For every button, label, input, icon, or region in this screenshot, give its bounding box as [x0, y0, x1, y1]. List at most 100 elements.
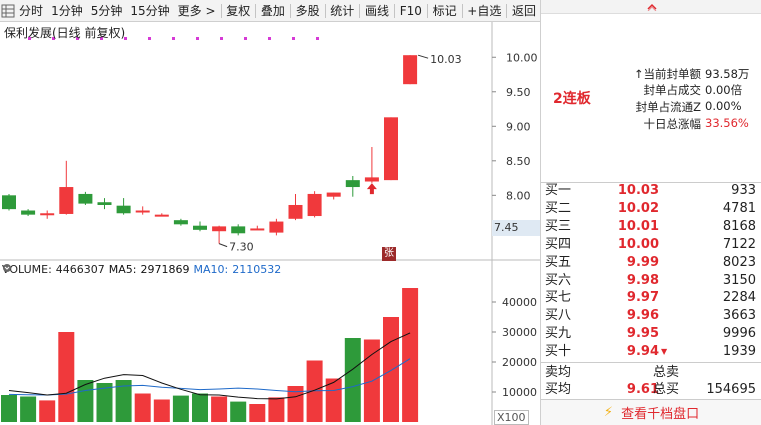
stats-button[interactable]: 统计: [330, 3, 355, 18]
bid-label: 买九: [545, 326, 572, 342]
toolbar-divider: [289, 3, 291, 18]
volume-bar: [20, 396, 37, 422]
date-marker: [244, 37, 247, 40]
draw-line-button[interactable]: 画线: [365, 3, 390, 18]
bid-volume: 3150: [722, 272, 756, 288]
bid-row[interactable]: 买三 10.01 8168: [541, 219, 761, 236]
bid-row[interactable]: 买七 9.97 2284: [541, 290, 761, 307]
buy-avg-label: 买均: [545, 382, 572, 397]
candle-body: [40, 213, 55, 216]
ma5-value: 2971869: [140, 263, 190, 276]
toolbar-divider: [324, 3, 326, 18]
volume-tick-label: 30000: [502, 326, 537, 339]
bid-label: 买七: [545, 290, 572, 306]
high-pointer: [417, 54, 429, 59]
volume-settings-icon[interactable]: [2, 263, 12, 273]
bid-volume: 8168: [722, 218, 756, 234]
bid-price: 9.95: [626, 326, 659, 342]
bid-label: 买五: [545, 254, 572, 270]
overlay-button[interactable]: 叠加: [260, 3, 285, 18]
candle-body: [97, 202, 112, 205]
bid-row[interactable]: 买四 10.00 7122: [541, 237, 761, 254]
low-label: 7.30: [229, 241, 254, 254]
price-tick-label: 8.50: [506, 155, 531, 168]
bid-row[interactable]: 买六 9.98 3150: [541, 273, 761, 290]
candle-body: [345, 180, 360, 188]
candle-body: [135, 210, 150, 213]
volume-bar: [115, 380, 132, 422]
bid-price: 10.01: [617, 218, 659, 234]
buy-avg-price: 9.61: [626, 382, 659, 397]
toolbar-divider: [506, 3, 508, 18]
tab-15min[interactable]: 15分钟: [130, 3, 170, 18]
stat-row: 封单占流通Z 0.00%: [561, 99, 761, 115]
candle-body: [154, 214, 169, 217]
bid-row[interactable]: 买五 9.99 8023: [541, 255, 761, 272]
candle-body: [269, 221, 284, 233]
ma5-label: MA5:: [108, 263, 137, 276]
bid-row[interactable]: 买十 9.94 1939 ▼: [541, 344, 761, 361]
high-label: 10.03: [430, 53, 462, 66]
bid-row[interactable]: 买二 10.02 4781: [541, 201, 761, 218]
view-depth-button[interactable]: 查看千档盘口: [621, 407, 700, 422]
kline-chart[interactable]: 10.00 9.50 9.00 8.50 8.00 40000 30000 20000 1000…: [0, 22, 540, 425]
stat-label: ↑当前封单额: [633, 67, 701, 81]
bid-label: 买八: [545, 308, 572, 324]
volume-bar: [58, 332, 75, 422]
last-price-tag: 7.45: [492, 220, 540, 236]
volume-bar: [344, 338, 361, 422]
volume-unit: X100: [494, 410, 529, 425]
date-marker: [76, 37, 79, 40]
bid-volume: 4781: [722, 200, 756, 216]
bid-row[interactable]: 买九 9.95 9996: [541, 326, 761, 343]
price-tick-label: 9.00: [506, 120, 531, 133]
date-marker: [124, 37, 127, 40]
add-watchlist-button[interactable]: +自选: [467, 3, 502, 18]
multi-stock-button[interactable]: 多股: [295, 3, 320, 18]
bid-volume: 933: [731, 183, 756, 198]
fuquan-button[interactable]: 复权: [226, 3, 251, 18]
candle-body: [250, 228, 265, 231]
buy-total-value: 154695: [706, 382, 756, 397]
bid-price: 9.97: [626, 290, 659, 306]
tab-fenshi[interactable]: 分时: [19, 3, 44, 18]
more-periods-button[interactable]: 更多 >: [177, 3, 216, 18]
bid-row[interactable]: 买一 10.03 933: [541, 183, 761, 200]
buy-total-label: 总买: [653, 382, 680, 397]
f10-button[interactable]: F10: [399, 3, 422, 18]
collapse-button[interactable]: [541, 0, 761, 14]
menu-grid-icon[interactable]: [0, 0, 15, 22]
volume-value: 4466307: [55, 263, 105, 276]
stat-value: 0.00%: [705, 99, 742, 113]
mark-button[interactable]: 标记: [432, 3, 457, 18]
bid-row[interactable]: 买八 9.96 3663: [541, 308, 761, 325]
stat-value: 33.56%: [705, 116, 749, 130]
sell-total-label: 总卖: [653, 365, 680, 380]
bid-label: 买二: [545, 200, 572, 216]
ma10-value: 2110532: [232, 263, 282, 276]
date-marker: [52, 37, 55, 40]
bid-volume: 3663: [722, 308, 756, 324]
back-button[interactable]: 返回: [512, 3, 537, 18]
volume-tick-label: 10000: [502, 386, 537, 399]
candle-body: [78, 193, 93, 204]
bid-price: 10.03: [617, 183, 659, 198]
volume-tick-label: 40000: [502, 296, 537, 309]
bid-label: 买四: [545, 236, 572, 252]
tab-5min[interactable]: 5分钟: [90, 3, 123, 18]
price-tick-label: 8.00: [506, 189, 531, 202]
bid-label: 买三: [545, 218, 572, 234]
volume-bar: [1, 395, 17, 422]
volume-bar: [192, 393, 208, 422]
consecutive-limit-label: 2连板: [553, 91, 591, 107]
candle-body: [364, 177, 379, 182]
date-marker: [316, 37, 319, 40]
toolbar-divider: [359, 3, 360, 18]
toolbar-divider: [426, 3, 428, 18]
stock-title: 保利发展(日线 前复权): [4, 26, 126, 40]
stat-row: ↑当前封单额 93.58万: [561, 66, 761, 82]
bid-volume: 8023: [722, 254, 756, 270]
tab-1min[interactable]: 1分钟: [51, 3, 83, 18]
volume-bar: [39, 400, 56, 422]
volume-bar: [77, 380, 94, 422]
